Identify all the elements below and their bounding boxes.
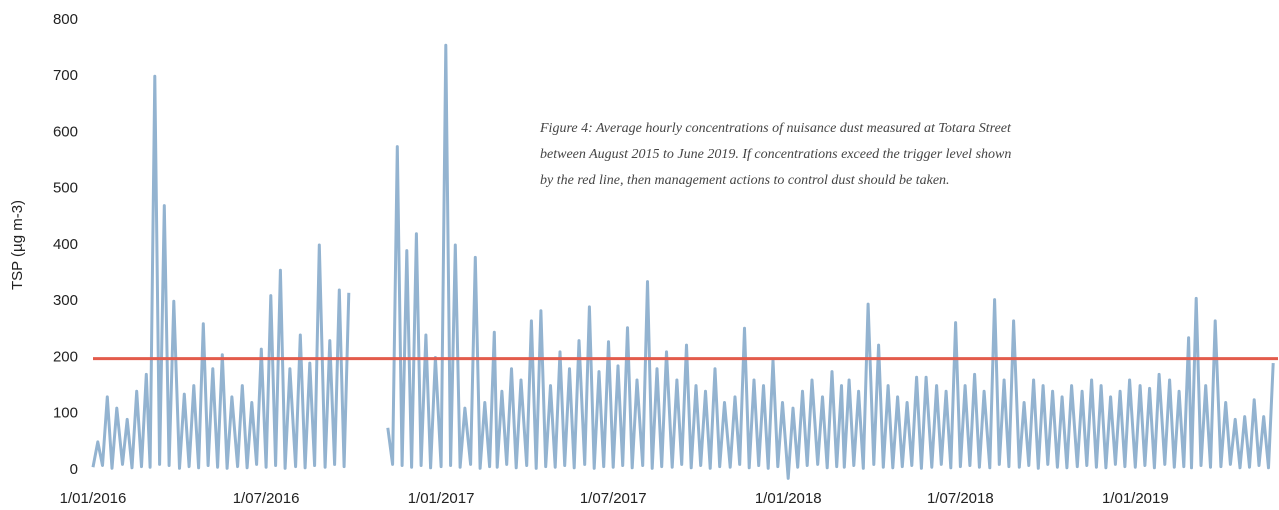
x-tick-label: 1/01/2018 [755, 490, 822, 507]
data-line [91, 43, 1275, 480]
y-tick-label: 700 [53, 67, 78, 84]
y-tick-label: 600 [53, 123, 78, 140]
x-tick-label: 1/07/2016 [233, 490, 300, 507]
x-tick-label: 1/01/2019 [1102, 490, 1169, 507]
y-tick-label: 100 [53, 405, 78, 422]
x-tick-label: 1/01/2017 [408, 490, 475, 507]
y-tick-label: 500 [53, 180, 78, 197]
annotation: by the red line, then management actions… [540, 173, 950, 188]
y-tick-label: 200 [53, 348, 78, 365]
y-tick-label: 400 [53, 236, 78, 253]
y-tick-label: 0 [70, 461, 78, 478]
annotation: between August 2015 to June 2019. If con… [540, 147, 1011, 162]
y-tick-label: 300 [53, 292, 78, 309]
y-tick-label: 800 [53, 11, 78, 28]
x-tick-label: 1/07/2018 [927, 490, 994, 507]
x-tick-label: 1/01/2016 [60, 490, 127, 507]
annotation: Figure 4: Average hourly concentrations … [539, 121, 1012, 136]
x-tick-label: 1/07/2017 [580, 490, 647, 507]
y-axis-label: TSP (µg m-3) [9, 200, 26, 290]
